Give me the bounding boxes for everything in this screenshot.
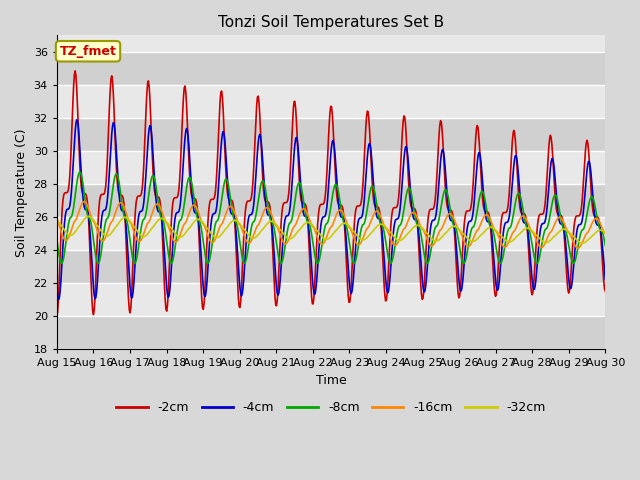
Bar: [57, 250, 605, 283]
Title: Tonzi Soil Temperatures Set B: Tonzi Soil Temperatures Set B: [218, 15, 444, 30]
Bar: [57, 283, 605, 316]
Bar: [57, 217, 605, 250]
Legend: -2cm, -4cm, -8cm, -16cm, -32cm: -2cm, -4cm, -8cm, -16cm, -32cm: [111, 396, 551, 420]
Bar: [57, 118, 605, 151]
Bar: [57, 184, 605, 217]
Bar: [57, 85, 605, 118]
Text: TZ_fmet: TZ_fmet: [60, 45, 116, 58]
X-axis label: Time: Time: [316, 374, 346, 387]
Bar: [57, 316, 605, 349]
Y-axis label: Soil Temperature (C): Soil Temperature (C): [15, 128, 28, 257]
Bar: [57, 52, 605, 85]
Bar: [57, 151, 605, 184]
